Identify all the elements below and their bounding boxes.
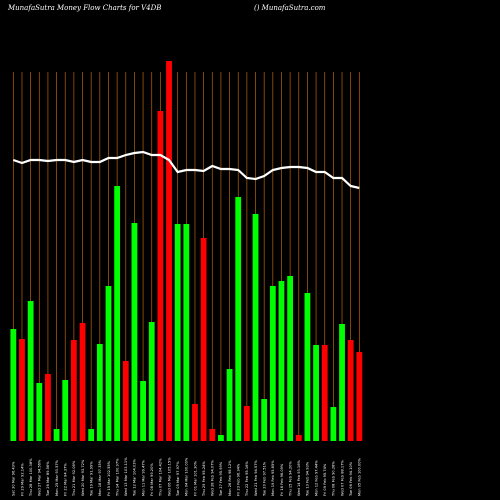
x-tick-label: Mon 26 Feb 98.12% xyxy=(228,460,232,496)
bar xyxy=(192,404,198,441)
price-line xyxy=(12,150,360,190)
x-tick-label: Fri 01 Mar 101.30% xyxy=(193,460,197,496)
bar xyxy=(10,329,17,441)
x-tick-label: Fri 08 Mar 99.20% xyxy=(150,463,154,496)
x-tick-label: Wed 27 Mar 94.56% xyxy=(38,459,42,496)
x-tick-label: Mon 04 Mar 100.00% xyxy=(185,457,189,496)
x-tick-label: Wed 28 Feb 94.07% xyxy=(211,460,215,496)
x-tick-label: Tue 13 Feb 94.93% xyxy=(306,461,310,497)
x-tick-label: Tue 27 Feb 95.99% xyxy=(219,461,223,497)
bar xyxy=(157,111,164,441)
bar xyxy=(45,374,51,441)
bar xyxy=(27,301,34,441)
x-tick-label: Mon 18 Mar 97.35% xyxy=(98,459,102,496)
x-tick-label: Thu 14 Mar 100.97% xyxy=(115,458,119,497)
bar xyxy=(148,322,155,441)
x-tick-label: Tue 05 Mar 97.97% xyxy=(176,461,180,497)
bar xyxy=(166,61,172,441)
x-tick-label: Tue 26 Mar 89.56% xyxy=(46,461,50,497)
x-tick-label: Thu 21 Mar 92.08% xyxy=(72,460,76,497)
bars xyxy=(10,61,363,441)
x-tick-label: Thu 07 Mar 104.42% xyxy=(159,458,163,497)
x-tick-label: Fri 15 Mar 102.55% xyxy=(107,460,111,496)
bar xyxy=(313,345,319,441)
x-tick-label: Thu 22 Feb 95.16% xyxy=(245,461,249,497)
x-tick-label: Thu 28 Mar 100.38% xyxy=(29,458,33,497)
bar xyxy=(200,238,207,441)
bar xyxy=(19,339,25,441)
bar xyxy=(356,352,363,441)
bar xyxy=(269,286,276,441)
bar xyxy=(88,429,95,441)
x-tick-label: Thu 15 Feb 94.20% xyxy=(288,461,292,497)
bar xyxy=(70,340,77,441)
x-tick-label: Mon 12 Feb 97.44% xyxy=(314,460,318,496)
x-tick-label: Mon 19 Feb 95.85% xyxy=(271,460,275,496)
x-tick-label: Thu 29 Feb 95.24% xyxy=(202,461,206,497)
x-tick-label: Thu 08 Feb 90.28% xyxy=(332,461,336,497)
bar xyxy=(287,276,294,441)
x-tick-label: Sat 30 Mar 96.43% xyxy=(12,461,16,496)
bar xyxy=(252,214,259,441)
x-tick-label: Fri 16 Feb 96.09% xyxy=(280,463,284,496)
x-tick-label: Fri 29 Mar 92.14% xyxy=(20,463,24,496)
bar xyxy=(183,224,190,441)
bar xyxy=(218,435,224,441)
x-tick-label: Wed 21 Feb 94.57% xyxy=(254,460,258,496)
x-tick-label: Mon 25 Mar 93.57% xyxy=(55,459,59,496)
x-tick-label: Mon 11 Mar 99.47% xyxy=(141,459,145,496)
site-credit: () MunafaSutra.com xyxy=(254,4,326,12)
bar xyxy=(261,399,268,441)
bar xyxy=(96,344,103,441)
bar xyxy=(105,286,112,441)
x-tick-label: Wed 13 Mar 103.11% xyxy=(124,457,128,496)
bar xyxy=(278,281,285,441)
x-tick-label: Tue 06 Feb 94.10% xyxy=(349,461,353,497)
bar xyxy=(295,435,302,441)
x-tick-labels: Sat 30 Mar 96.43% Fri 29 Mar 92.14% Thu 28… xyxy=(12,457,362,497)
x-tick-label: Tue 12 Mar 104.03% xyxy=(133,459,137,497)
chart-title: MunafaSutra Money Flow Charts for V4DB xyxy=(7,4,161,12)
x-tick-label: Wed 14 Feb 93.16% xyxy=(297,460,301,496)
bar xyxy=(114,186,121,441)
x-tick-label: Mon 05 Feb 100.00% xyxy=(358,457,362,496)
bar xyxy=(321,345,328,441)
bar xyxy=(235,197,242,441)
x-tick-label: Fri 22 Mar 94.37% xyxy=(64,463,68,496)
bar xyxy=(53,429,60,441)
bar xyxy=(243,406,250,441)
x-tick-label: Wed 06 Mar 105.15% xyxy=(167,457,171,496)
x-tick-label: Fri 23 Feb 96.34% xyxy=(237,463,241,496)
bar xyxy=(140,381,146,441)
x-tick-label: Tue 19 Mar 91.99% xyxy=(89,461,93,497)
bar xyxy=(174,224,181,441)
x-tick-label: Fri 09 Feb 95.74% xyxy=(323,463,327,496)
x-tick-label: Tue 20 Feb 97.51% xyxy=(262,461,266,497)
bar xyxy=(209,429,216,441)
bar xyxy=(62,380,69,441)
bar xyxy=(339,324,345,441)
bar xyxy=(304,293,311,441)
bar xyxy=(79,323,86,441)
x-tick-label: Wed 20 Mar 93.72% xyxy=(81,459,85,496)
bar xyxy=(330,407,337,441)
x-tick-label: Wed 07 Feb 88.17% xyxy=(340,460,344,496)
price-line-group xyxy=(12,150,360,190)
bar xyxy=(347,340,354,441)
bar xyxy=(122,361,129,441)
bar xyxy=(131,223,138,441)
bar xyxy=(226,369,233,441)
bar xyxy=(36,383,43,441)
